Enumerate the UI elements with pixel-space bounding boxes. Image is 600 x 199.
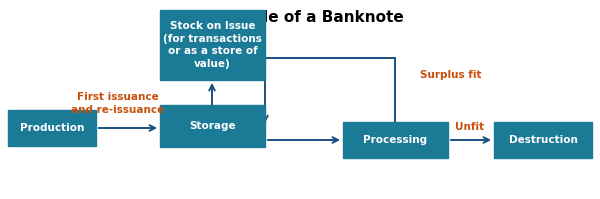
Text: Life Cycle of a Banknote: Life Cycle of a Banknote (196, 10, 404, 25)
FancyBboxPatch shape (160, 10, 265, 80)
FancyBboxPatch shape (343, 122, 448, 158)
Text: Processing: Processing (364, 135, 428, 145)
FancyBboxPatch shape (160, 105, 265, 147)
FancyBboxPatch shape (8, 110, 96, 146)
Text: Stock on Issue
(for transactions
or as a store of
value): Stock on Issue (for transactions or as a… (163, 21, 262, 69)
Text: Storage: Storage (189, 121, 236, 131)
FancyBboxPatch shape (494, 122, 592, 158)
Text: Production: Production (20, 123, 84, 133)
Text: First issuance
and re-issuance: First issuance and re-issuance (71, 92, 164, 115)
Text: Destruction: Destruction (509, 135, 577, 145)
Text: Unfit: Unfit (455, 122, 485, 132)
Text: Surplus fit: Surplus fit (420, 70, 482, 80)
